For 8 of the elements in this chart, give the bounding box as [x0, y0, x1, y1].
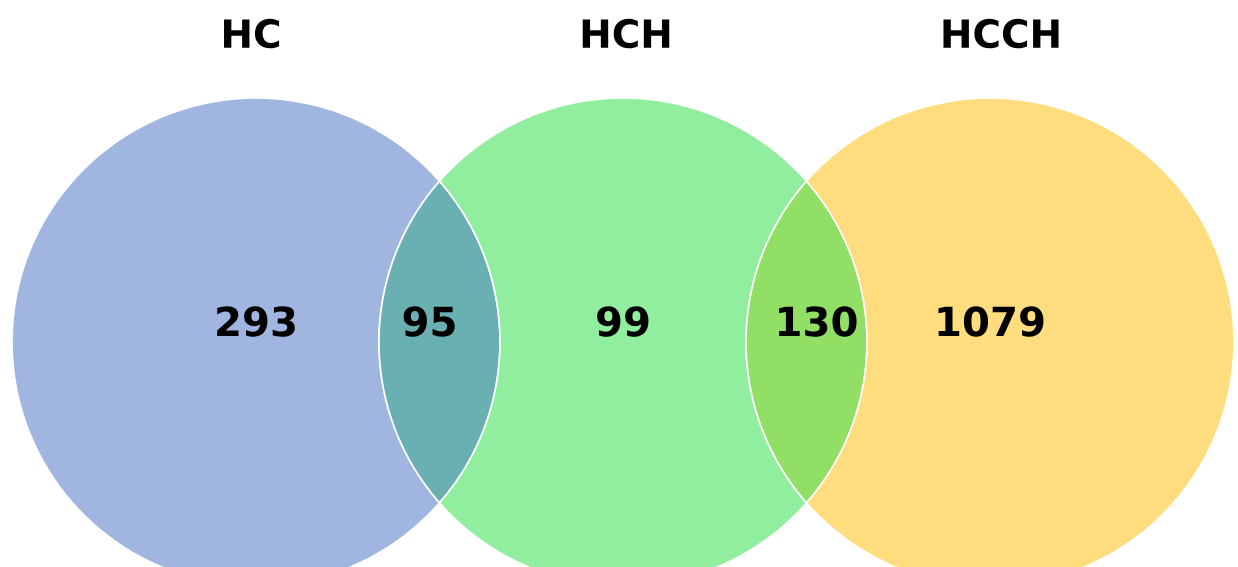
data-label: 130 [779, 306, 857, 337]
text: HCCH [943, 18, 1059, 49]
data-label: 1079 [938, 306, 1044, 337]
text: HC [224, 18, 280, 49]
data-label: 293 [217, 306, 295, 337]
data-label: 99 [597, 306, 649, 337]
data-label: 95 [403, 306, 455, 337]
text: HCH [582, 18, 670, 49]
